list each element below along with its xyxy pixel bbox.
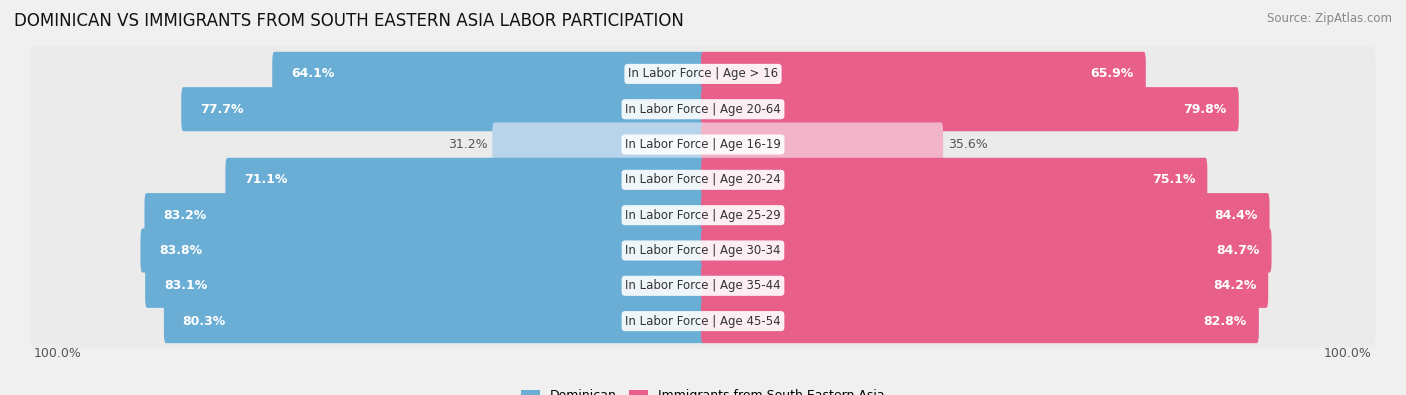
FancyBboxPatch shape <box>145 193 704 237</box>
Text: 83.1%: 83.1% <box>165 279 207 292</box>
FancyBboxPatch shape <box>702 122 943 167</box>
FancyBboxPatch shape <box>702 299 1258 343</box>
Text: 83.2%: 83.2% <box>163 209 207 222</box>
Text: 35.6%: 35.6% <box>948 138 987 151</box>
Text: 100.0%: 100.0% <box>1324 346 1372 359</box>
Legend: Dominican, Immigrants from South Eastern Asia: Dominican, Immigrants from South Eastern… <box>516 384 890 395</box>
FancyBboxPatch shape <box>702 158 1208 202</box>
Text: 80.3%: 80.3% <box>183 314 226 327</box>
FancyBboxPatch shape <box>273 52 704 96</box>
Text: In Labor Force | Age 20-64: In Labor Force | Age 20-64 <box>626 103 780 116</box>
Text: In Labor Force | Age 25-29: In Labor Force | Age 25-29 <box>626 209 780 222</box>
FancyBboxPatch shape <box>31 254 1375 318</box>
Text: 79.8%: 79.8% <box>1184 103 1226 116</box>
Text: 31.2%: 31.2% <box>449 138 488 151</box>
Text: 64.1%: 64.1% <box>291 68 335 81</box>
FancyBboxPatch shape <box>702 228 1271 273</box>
FancyBboxPatch shape <box>165 299 704 343</box>
FancyBboxPatch shape <box>31 184 1375 247</box>
Text: In Labor Force | Age 45-54: In Labor Force | Age 45-54 <box>626 314 780 327</box>
FancyBboxPatch shape <box>492 122 704 167</box>
Text: DOMINICAN VS IMMIGRANTS FROM SOUTH EASTERN ASIA LABOR PARTICIPATION: DOMINICAN VS IMMIGRANTS FROM SOUTH EASTE… <box>14 12 683 30</box>
Text: In Labor Force | Age 35-44: In Labor Force | Age 35-44 <box>626 279 780 292</box>
Text: 83.8%: 83.8% <box>159 244 202 257</box>
Text: In Labor Force | Age 20-24: In Labor Force | Age 20-24 <box>626 173 780 186</box>
FancyBboxPatch shape <box>702 193 1270 237</box>
Text: 84.4%: 84.4% <box>1215 209 1257 222</box>
Text: 84.7%: 84.7% <box>1216 244 1260 257</box>
FancyBboxPatch shape <box>141 228 704 273</box>
Text: 65.9%: 65.9% <box>1091 68 1133 81</box>
FancyBboxPatch shape <box>31 148 1375 211</box>
FancyBboxPatch shape <box>31 77 1375 141</box>
FancyBboxPatch shape <box>31 219 1375 282</box>
Text: In Labor Force | Age 16-19: In Labor Force | Age 16-19 <box>626 138 780 151</box>
FancyBboxPatch shape <box>702 87 1239 131</box>
FancyBboxPatch shape <box>145 264 704 308</box>
Text: 71.1%: 71.1% <box>245 173 288 186</box>
FancyBboxPatch shape <box>31 290 1375 353</box>
Text: 84.2%: 84.2% <box>1213 279 1256 292</box>
Text: 82.8%: 82.8% <box>1204 314 1247 327</box>
Text: 77.7%: 77.7% <box>200 103 243 116</box>
FancyBboxPatch shape <box>225 158 704 202</box>
Text: Source: ZipAtlas.com: Source: ZipAtlas.com <box>1267 12 1392 25</box>
Text: 75.1%: 75.1% <box>1152 173 1195 186</box>
Text: 100.0%: 100.0% <box>34 346 82 359</box>
FancyBboxPatch shape <box>702 264 1268 308</box>
FancyBboxPatch shape <box>702 52 1146 96</box>
Text: In Labor Force | Age > 16: In Labor Force | Age > 16 <box>628 68 778 81</box>
FancyBboxPatch shape <box>181 87 704 131</box>
Text: In Labor Force | Age 30-34: In Labor Force | Age 30-34 <box>626 244 780 257</box>
FancyBboxPatch shape <box>31 42 1375 105</box>
FancyBboxPatch shape <box>31 113 1375 176</box>
